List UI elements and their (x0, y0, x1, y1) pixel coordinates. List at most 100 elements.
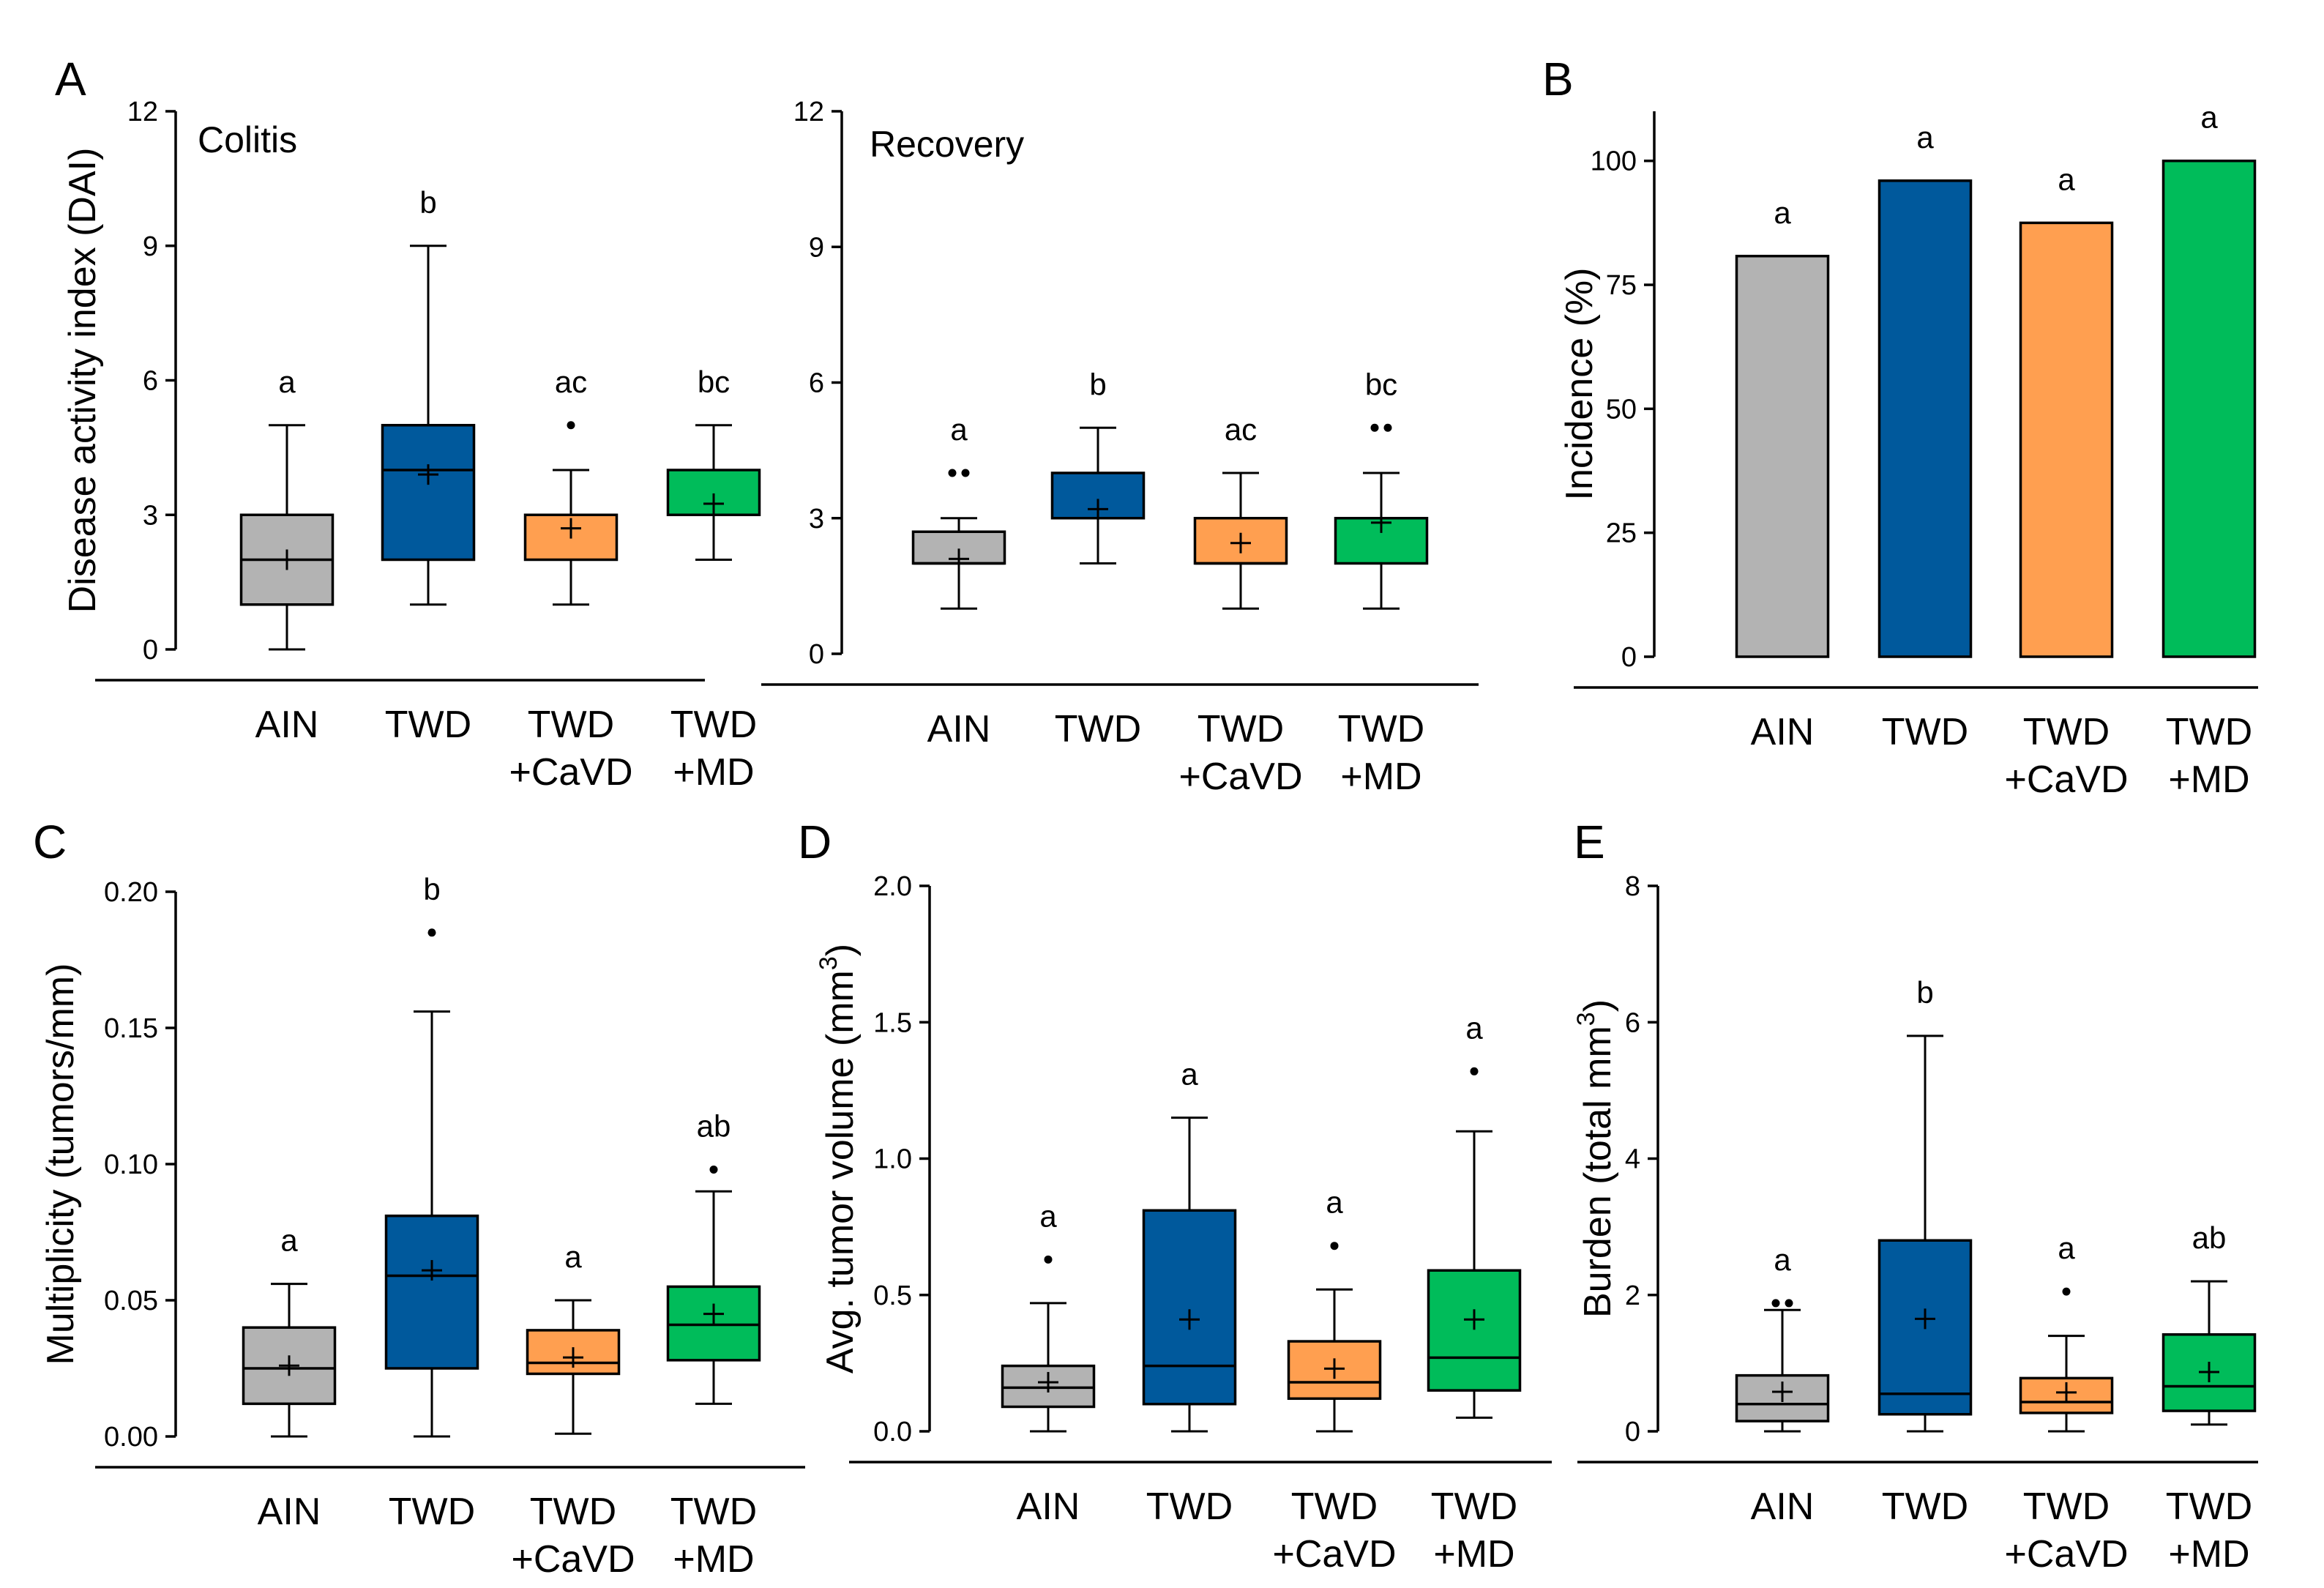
y-axis-title-end: ) (1577, 999, 1619, 1012)
y-tick-label: 0.0 (873, 1417, 912, 1447)
y-axis-title-end: ) (819, 944, 862, 956)
panel-a2: Recovery 0 3 6 9 12 AIN TWD TWD +CaVD TWD +MD a b ac bc (761, 97, 1479, 798)
outlier-point (1370, 423, 1379, 432)
panel-title: Recovery (870, 124, 1024, 165)
group-twd-md: a (2162, 100, 2257, 658)
y-tick-label: 0.10 (104, 1149, 158, 1180)
box-iqr (1142, 1209, 1237, 1406)
panel-letter: A (55, 53, 86, 105)
x-category-label: TWD (1431, 1486, 1517, 1528)
significance-label: bc (698, 365, 730, 399)
y-axis-title-text: Multiplicity (tumors/mm) (40, 963, 82, 1365)
outlier-point (567, 421, 575, 430)
significance-label: a (1916, 120, 1934, 154)
y-axis-title: Burden (total mm3) (1572, 999, 1619, 1318)
x-category-label: TWD (389, 1491, 475, 1533)
box-iqr (384, 1214, 479, 1370)
panel-c: C 0.00 0.05 0.10 0.15 0.20 Multiplicity (tumor… (33, 816, 805, 1581)
y-tick-label: 0 (1625, 1417, 1640, 1447)
y-tick-label: 6 (1625, 1007, 1640, 1038)
y-tick-label: 3 (143, 500, 158, 531)
group-twd: b (1877, 975, 1973, 1433)
y-tick-label: 0.5 (873, 1281, 912, 1311)
y-tick-label: 50 (1606, 394, 1637, 425)
x-category-label: TWD (1055, 708, 1141, 750)
significance-label: a (2058, 1231, 2075, 1265)
group-twd-cavd: a (2019, 162, 2114, 658)
x-category-label: TWD (1882, 711, 1968, 753)
y-tick-label: 9 (809, 232, 824, 263)
group-ain: a (242, 1223, 337, 1438)
y-axis-title: Multiplicity (tumors/mm) (40, 963, 82, 1365)
group-twd-md: ab (666, 1108, 761, 1405)
significance-label: a (1326, 1185, 1343, 1220)
y-tick-label: 6 (143, 366, 158, 397)
x-category-label: AIN (255, 704, 319, 746)
panel-b: B 0 25 50 75 100 Incidence (%) AIN TWD TWD +CaVD TW… (1542, 53, 2258, 801)
significance-label: a (2200, 100, 2218, 135)
x-category-label: TWD (528, 704, 614, 746)
x-category-label: TWD (2166, 711, 2252, 753)
significance-label: ab (2192, 1220, 2227, 1255)
outlier-point (961, 469, 970, 477)
panel-letter: C (33, 816, 67, 868)
y-tick-label: 4 (1625, 1144, 1640, 1175)
x-category-label: +MD (1340, 756, 1421, 798)
group-twd-md: bc (666, 365, 761, 561)
group-twd-cavd: a (526, 1240, 621, 1435)
x-category-label: +CaVD (2004, 1533, 2128, 1576)
group-twd-cavd: ac (1193, 412, 1288, 610)
x-category-label: +CaVD (2004, 758, 2128, 801)
x-category-label: TWD (2023, 1486, 2110, 1528)
group-twd: a (1877, 120, 1973, 658)
outlier-point (1785, 1299, 1793, 1308)
significance-label: b (1916, 975, 1933, 1010)
group-twd: b (384, 872, 479, 1438)
group-twd-cavd: a (2019, 1231, 2114, 1433)
group-twd-md: ab (2162, 1220, 2257, 1426)
x-category-label: +MD (1433, 1533, 1514, 1576)
x-category-label: AIN (1017, 1486, 1080, 1528)
y-axis-title-superscript: 3 (815, 956, 842, 970)
y-tick-label: 6 (809, 368, 824, 399)
significance-label: b (419, 185, 436, 220)
group-ain: a (1735, 195, 1830, 658)
x-category-label: +MD (673, 751, 754, 794)
significance-label: a (2058, 162, 2075, 196)
y-tick-label: 100 (1591, 146, 1637, 177)
outlier-point (709, 1165, 718, 1174)
y-tick-label: 0.15 (104, 1013, 158, 1044)
y-tick-label: 8 (1625, 871, 1640, 902)
x-category-label: TWD (530, 1491, 616, 1533)
significance-label: b (423, 872, 440, 906)
outlier-point (2062, 1287, 2071, 1296)
y-tick-label: 12 (793, 97, 824, 127)
box-iqr (1427, 1269, 1522, 1392)
y-tick-label: 12 (127, 97, 158, 127)
x-category-label: AIN (1751, 711, 1815, 753)
y-tick-label: 0.00 (104, 1422, 158, 1453)
x-category-label: TWD (385, 704, 471, 746)
y-tick-label: 0 (809, 639, 824, 670)
y-tick-label: 3 (809, 504, 824, 534)
significance-label: ab (697, 1108, 731, 1143)
group-twd-cavd: ac (523, 365, 619, 606)
group-twd-md: bc (1334, 367, 1429, 610)
y-tick-label: 2 (1625, 1281, 1640, 1311)
significance-label: a (564, 1240, 582, 1274)
x-category-label: TWD (1198, 708, 1284, 750)
box-iqr (2162, 1333, 2257, 1412)
group-twd: b (381, 185, 476, 606)
x-category-label: AIN (1751, 1486, 1815, 1528)
x-category-label: +CaVD (509, 751, 632, 794)
panel-letter: B (1542, 53, 1574, 105)
group-ain: a (1001, 1199, 1096, 1433)
y-axis-title-text: Incidence (%) (1558, 268, 1601, 501)
significance-label: a (280, 1223, 298, 1258)
y-axis-title-text: Burden (total mm (1577, 1026, 1619, 1318)
outlier-point (948, 469, 957, 477)
group-twd-md: a (1427, 1010, 1522, 1419)
group-twd: b (1050, 367, 1146, 564)
